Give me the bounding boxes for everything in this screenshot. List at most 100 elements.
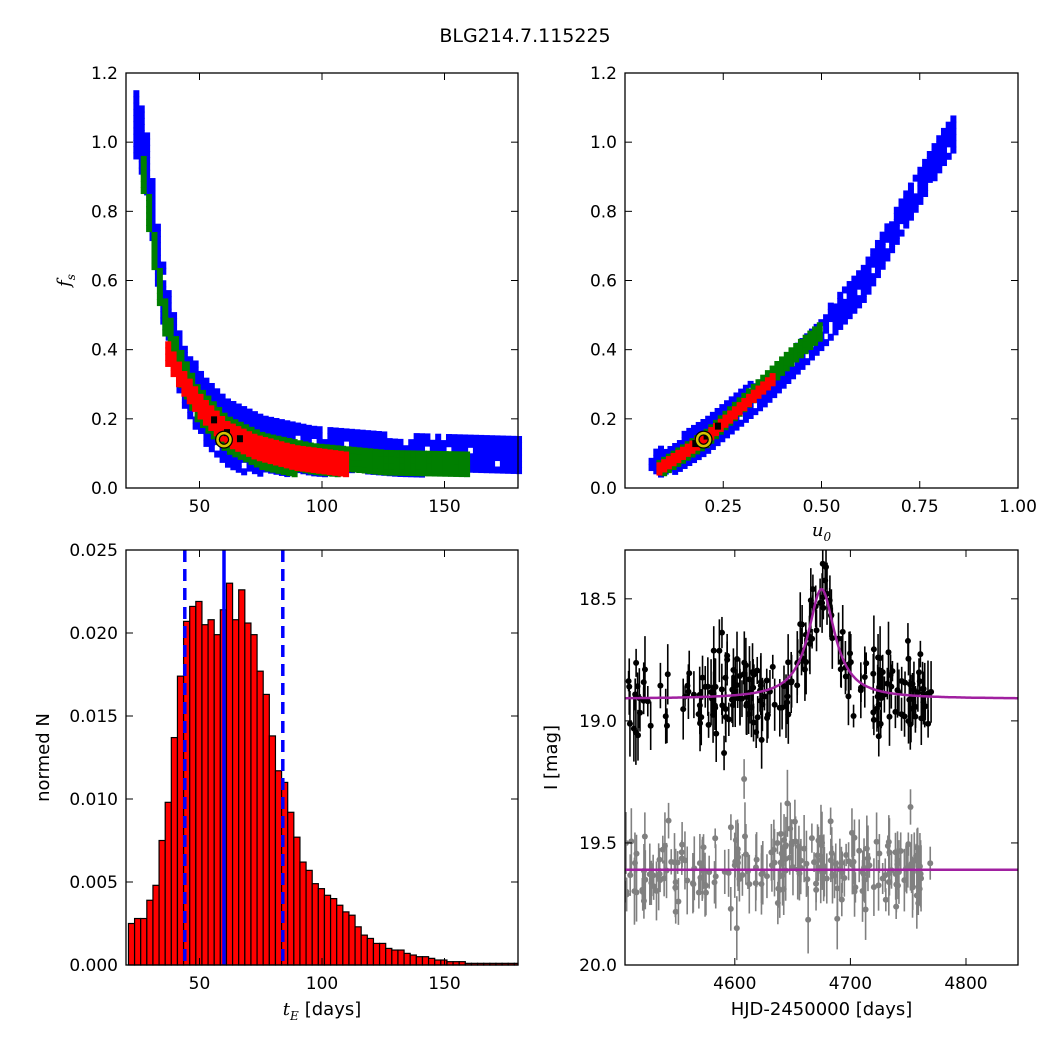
heatmap-cell-outer [332,439,339,447]
heatmap-cell-outer [510,460,517,468]
heatmap-cell-mid [415,450,422,458]
heatmap-cell-outer [931,174,938,182]
histogram-bar [274,770,283,966]
heatmap-cell-outer [397,438,404,446]
heatmap-cell-outer [676,440,683,448]
heatmap-cell-mid [167,323,174,331]
heatmap-cell-outer [686,434,693,442]
heatmap-cell-mid [275,435,282,443]
histogram-bar [176,675,185,966]
heatmap-cell-mid [151,232,158,239]
heatmap-cell-outer [865,287,872,295]
heatmap-cell-outer [208,395,215,403]
data-point [898,711,905,718]
heatmap-cell-inner [310,447,317,455]
heatmap-cell-outer [483,441,490,449]
heatmap-cell-outer [912,193,919,201]
heatmap-cell-outer [338,440,345,448]
heatmap-cell-mid [340,445,347,453]
heatmap-cell-outer [709,442,716,450]
heatmap-cell-inner [332,450,339,458]
heatmap-cell-outer [154,254,161,262]
heatmap-cell-outer [187,412,194,420]
heatmap-cell-inner [192,404,199,412]
data-point [633,659,640,666]
heatmap-cell-outer [780,381,787,389]
data-point [733,925,740,932]
data-point [727,824,734,831]
heatmap-cell-inner [661,465,668,473]
heatmap-cell-outer [846,299,853,307]
heatmap-cell-inner [670,452,677,460]
heatmap-cell-outer [235,403,242,411]
heatmap-cell-mid [410,456,417,464]
data-point [859,887,866,894]
heatmap-cell-outer [691,431,698,439]
histogram-bar [256,670,264,966]
heatmap-cell-outer [419,433,426,441]
heatmap-cell-mid [793,349,800,357]
heatmap-cell-outer [489,460,496,468]
data-point [627,872,634,879]
heatmap-cell-outer [714,439,721,447]
heatmap-cell-outer [138,142,145,150]
heatmap-cell-mid [275,466,282,474]
heatmap-cell-outer [499,447,506,455]
heatmap-cell-outer [907,194,914,202]
heatmap-cell-outer [144,144,151,152]
data-point [678,849,685,856]
heatmap-cell-outer [138,105,145,113]
data-point [650,872,657,879]
data-point [882,872,889,879]
data-point [894,687,901,694]
heatmap-cell-outer [370,430,377,438]
data-point [870,670,877,677]
heatmap-cell-inner [299,452,306,460]
heatmap-cell-outer [235,415,242,423]
heatmap-cell-outer [912,205,919,213]
data-point [656,856,663,863]
heatmap-cell-mid [774,373,781,381]
heatmap-cell-inner [165,341,172,349]
axes-frame [624,549,1019,966]
heatmap-cell-outer [516,454,523,462]
heatmap-cell-inner [208,424,215,432]
heatmap-cell-outer [348,441,355,449]
data-point [850,713,857,720]
heatmap-cell-mid [167,317,174,325]
data-point [763,677,770,684]
heatmap-cell-outer [413,433,420,441]
heatmap-cell-outer [940,146,947,154]
histogram-bar [305,869,313,966]
y-tick-label: 0.0 [590,479,617,499]
heatmap-cell-outer [832,322,839,330]
heatmap-cell-outer [728,427,735,435]
heatmap-cell-outer [494,454,501,462]
histogram-bar [317,888,326,966]
data-point [741,776,748,783]
heatmap-cell-outer [945,152,952,160]
heatmap-cell-mid [361,460,368,468]
histogram-bar [133,917,142,966]
data-point [848,829,855,836]
y-tick-label: 0.020 [69,624,118,644]
heatmap-cell-mid [264,464,271,472]
heatmap-cell-outer [208,382,215,390]
y-tick-label: 0.015 [69,707,118,727]
data-point [914,689,921,696]
heatmap-cell-inner [764,377,771,385]
data-point [777,830,784,837]
heatmap-cell-outer [879,250,886,258]
data-point [892,849,899,856]
heatmap-cell-mid [793,355,800,363]
heatmap-cell-outer [165,302,172,310]
histogram-bar [434,959,442,966]
heatmap-cell-mid [140,162,147,170]
heatmap-cell-outer [235,409,242,417]
heatmap-cell-inner [186,384,193,392]
histogram-bar [225,582,234,966]
histogram-bar [421,956,430,966]
data-point [730,666,737,673]
best-fit-marker [216,431,232,448]
heatmap-cell-mid [210,401,217,409]
